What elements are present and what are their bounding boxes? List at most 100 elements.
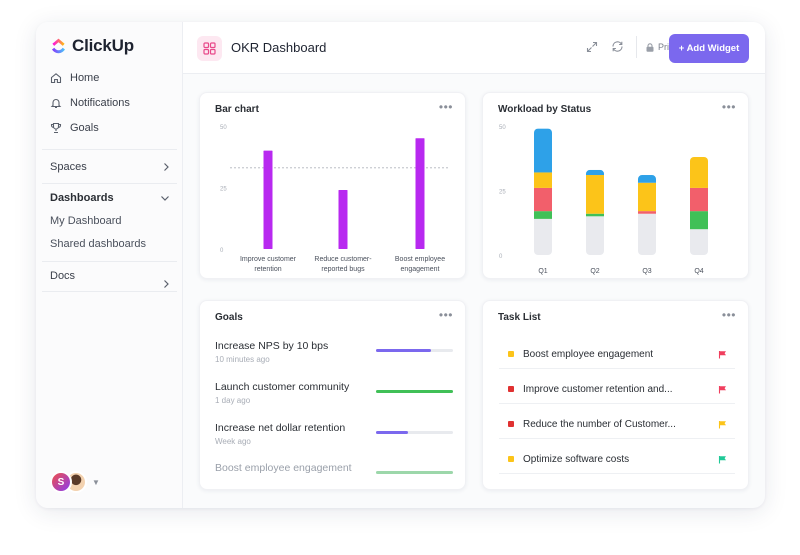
priority-flag-icon[interactable] [718, 455, 727, 464]
logo[interactable]: ClickUp [50, 36, 134, 56]
bar-segment [638, 211, 656, 214]
caret-down-icon: ▼ [92, 477, 100, 487]
goal-name[interactable]: Increase net dollar retention [215, 422, 346, 434]
goal-name[interactable]: Boost employee engagement [215, 462, 352, 474]
sidebar-item-label: Notifications [70, 97, 130, 109]
priority-flag-icon[interactable] [718, 350, 727, 359]
bar-segment [586, 216, 604, 255]
add-widget-button[interactable]: + Add Widget [669, 34, 749, 63]
priority-flag-icon[interactable] [718, 420, 727, 429]
app-window: ClickUp Home Notifications Goals Spaces … [36, 22, 765, 508]
task-row[interactable]: Optimize software costs [499, 445, 735, 474]
sidebar-item-goals[interactable]: Goals [50, 122, 99, 134]
sidebar-item-dashboards[interactable]: Dashboards [50, 192, 170, 204]
sidebar-section-label: Spaces [50, 161, 87, 173]
sidebar-item-home[interactable]: Home [50, 72, 99, 84]
sidebar: ClickUp Home Notifications Goals Spaces … [36, 22, 183, 508]
sidebar-divider [42, 149, 177, 150]
sidebar-divider [42, 183, 177, 184]
task-name: Optimize software costs [523, 453, 630, 465]
goal-time: Week ago [215, 437, 251, 446]
goal-time: 10 minutes ago [215, 355, 270, 364]
bar-segment [638, 175, 656, 183]
bar-segment [586, 175, 604, 214]
workload-chart: 0 25 50 Q1 Q2 Q3 Q4 [499, 125, 708, 275]
y-tick-label: 50 [220, 125, 227, 131]
workload-card: Workload by Status ••• 0 25 50 Q1 Q2 Q3 Q4 [482, 92, 749, 279]
bar-segment [690, 229, 708, 255]
goal-progress-track [376, 471, 453, 474]
card-title: Task List [498, 312, 541, 323]
goals-card: Goals ••• Increase NPS by 10 bps 10 minu… [199, 300, 466, 490]
x-tick-label: Q1 [538, 268, 547, 275]
x-tick-label: reported bugs [321, 266, 365, 273]
task-row[interactable]: Boost employee engagement [499, 340, 735, 369]
x-tick-label: Q2 [590, 268, 599, 275]
stacked-bar [690, 156, 708, 255]
chevron-right-icon [164, 163, 169, 171]
y-tick-label: 0 [220, 248, 224, 254]
bar-segment [534, 187, 552, 212]
card-title: Bar chart [215, 104, 259, 115]
more-options-icon[interactable]: ••• [438, 308, 453, 322]
refresh-icon[interactable] [611, 40, 624, 53]
bar-segment [690, 187, 708, 212]
goal-progress-track [376, 431, 453, 434]
task-name: Improve customer retention and... [523, 383, 673, 395]
goal-name[interactable]: Launch customer community [215, 381, 350, 393]
y-tick-label: 50 [499, 125, 506, 131]
x-tick-label: Boost employee [395, 256, 445, 263]
sidebar-section-label: Dashboards [50, 192, 114, 204]
page-title: OKR Dashboard [231, 40, 327, 55]
x-tick-label: Improve customer [240, 256, 297, 263]
goal-name[interactable]: Increase NPS by 10 bps [215, 340, 329, 352]
more-options-icon[interactable]: ••• [721, 100, 736, 114]
task-status-dot [508, 386, 514, 392]
lock-icon [646, 42, 654, 52]
stacked-bar [638, 175, 656, 255]
sidebar-item-shared-dashboards[interactable]: Shared dashboards [50, 238, 147, 250]
bell-icon [50, 99, 62, 109]
task-name: Boost employee engagement [523, 348, 654, 360]
goal-progress-track [376, 349, 453, 352]
bar-chart-card: Bar chart ••• 0 25 50 Improve customer reten… [199, 92, 466, 279]
user-menu[interactable]: S ▼ [50, 471, 100, 493]
task-status-dot [508, 456, 514, 462]
goal-progress-fill [376, 471, 453, 474]
task-name: Reduce the number of Customer... [523, 418, 676, 430]
expand-icon[interactable] [586, 41, 598, 53]
app-name: ClickUp [72, 36, 134, 55]
chevron-right-icon [164, 280, 169, 288]
x-tick-label: Q3 [642, 268, 651, 275]
task-list-card: Task List ••• Boost employee engagement … [482, 300, 749, 490]
bar-segment [586, 213, 604, 217]
sidebar-item-spaces[interactable]: Spaces [50, 161, 170, 173]
x-tick-label: engagement [401, 266, 440, 273]
bar [338, 189, 348, 249]
sidebar-item-notifications[interactable]: Notifications [50, 97, 130, 109]
sidebar-item-docs[interactable]: Docs [50, 270, 170, 289]
bar-segment [690, 156, 708, 188]
sidebar-item-label: Goals [70, 122, 99, 134]
more-options-icon[interactable]: ••• [721, 308, 736, 322]
stacked-bar [586, 169, 604, 255]
stacked-bar [534, 128, 552, 255]
bar-segment [586, 169, 604, 176]
task-status-dot [508, 351, 514, 357]
x-tick-label: Reduce customer- [314, 256, 372, 263]
card-title: Goals [215, 312, 243, 323]
task-row[interactable]: Reduce the number of Customer... [499, 410, 735, 439]
bar-segment [534, 172, 552, 188]
y-tick-label: 0 [499, 254, 503, 260]
goal-progress-track [376, 390, 453, 393]
more-options-icon[interactable]: ••• [438, 100, 453, 114]
priority-flag-icon[interactable] [718, 385, 727, 394]
chevron-down-icon [161, 196, 169, 201]
clickup-logo-icon [52, 38, 65, 54]
bar-chart: 0 25 50 Improve customer retention Reduce cus… [220, 125, 450, 273]
task-row[interactable]: Improve customer retention and... [499, 375, 735, 404]
sidebar-item-my-dashboard[interactable]: My Dashboard [50, 215, 122, 227]
home-icon [50, 73, 62, 84]
dashboard-icon [197, 36, 222, 61]
avatar: S [50, 471, 72, 493]
